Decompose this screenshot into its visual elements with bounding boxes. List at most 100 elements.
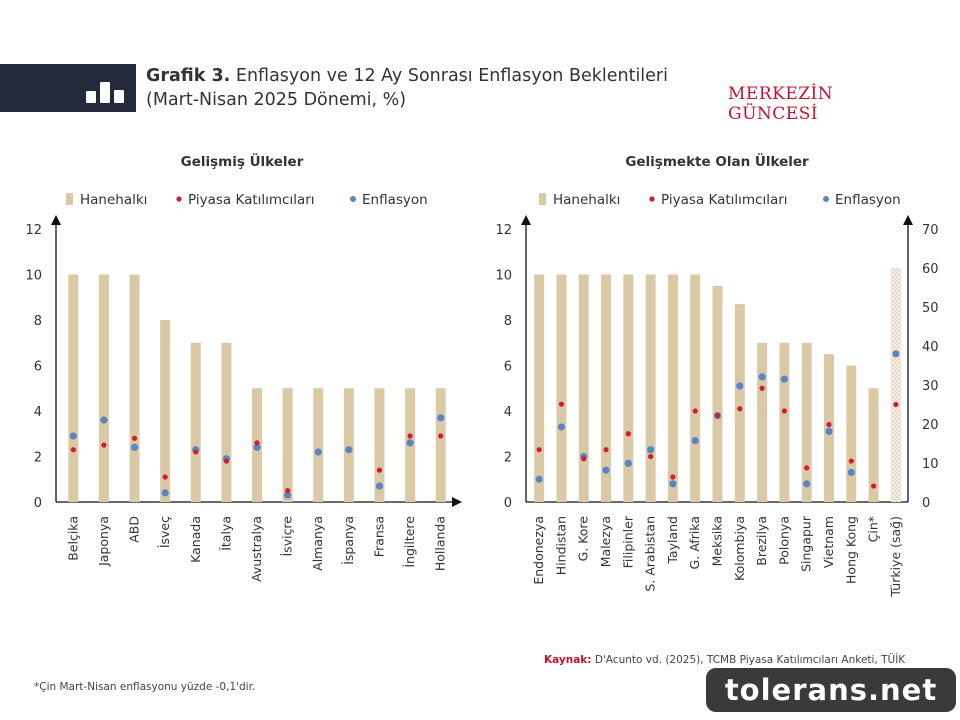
category-label: Endonezya bbox=[531, 516, 546, 585]
dot-inflation bbox=[130, 443, 139, 451]
category-label: G. Afrika bbox=[687, 516, 702, 569]
category-label: Hollanda bbox=[433, 516, 448, 571]
dot-inflation bbox=[691, 436, 699, 445]
bar-households bbox=[712, 285, 723, 502]
bar-households bbox=[68, 274, 79, 502]
y-axis-arrow bbox=[521, 215, 531, 225]
category-label: Belçika bbox=[65, 516, 80, 561]
dot-inflation bbox=[69, 432, 77, 440]
category-label: Tayland bbox=[665, 516, 680, 565]
category-label: Almanya bbox=[310, 516, 325, 571]
legend-market-label: Piyasa Katılımcıları bbox=[661, 192, 788, 208]
dot-market bbox=[625, 431, 631, 437]
dot-market bbox=[581, 456, 587, 462]
developed-countries-chart: Gelişmiş Ülkeler Hanehalkı Piyasa Katılımc… bbox=[25, 152, 462, 582]
dot-inflation bbox=[780, 375, 788, 383]
bar-households bbox=[667, 274, 678, 502]
dot-inflation bbox=[892, 350, 900, 358]
category-label: Türkiye (sağ) bbox=[888, 516, 903, 598]
source-label: Kaynak: bbox=[544, 654, 592, 666]
dot-market bbox=[193, 449, 199, 455]
dot-market bbox=[285, 488, 291, 494]
bar-households bbox=[534, 274, 545, 502]
dot-market bbox=[376, 467, 383, 473]
dot-inflation bbox=[557, 423, 566, 431]
legend-households-label: Hanehalkı bbox=[553, 192, 620, 208]
bar-households bbox=[757, 342, 768, 502]
y-tick-label: 2 bbox=[34, 451, 42, 466]
y-tick-label: 6 bbox=[34, 360, 42, 375]
y-right-tick-label: 0 bbox=[922, 496, 930, 511]
dot-inflation bbox=[253, 443, 261, 451]
chart-subtitle: Gelişmiş Ülkeler bbox=[181, 152, 304, 170]
category-label: Filipinler bbox=[620, 515, 635, 568]
y-tick-label: 10 bbox=[25, 269, 42, 284]
bar-households bbox=[779, 342, 790, 502]
bar-households bbox=[868, 388, 879, 502]
bar-households bbox=[313, 388, 324, 502]
y-tick-label: 0 bbox=[504, 496, 512, 511]
bar-households bbox=[343, 388, 354, 502]
dot-inflation bbox=[758, 373, 766, 381]
category-label: Brezilya bbox=[754, 516, 769, 566]
dot-market bbox=[759, 385, 765, 391]
dot-market bbox=[558, 401, 565, 407]
legend-inflation-dot bbox=[823, 196, 829, 202]
bar-households bbox=[645, 274, 656, 502]
y-right-tick-label: 60 bbox=[922, 262, 939, 277]
footnote: *Çin Mart-Nisan enflasyonu yüzde -0,1'di… bbox=[34, 681, 256, 693]
dot-market bbox=[131, 435, 138, 441]
dot-inflation bbox=[803, 480, 811, 488]
bar-households bbox=[374, 388, 385, 502]
category-label: G. Kore bbox=[576, 516, 591, 562]
header-band bbox=[0, 64, 136, 112]
bar-households bbox=[435, 388, 446, 502]
dot-inflation bbox=[375, 482, 384, 490]
category-label: İsveç bbox=[157, 516, 172, 548]
dot-market bbox=[407, 433, 413, 439]
dot-market bbox=[826, 422, 832, 428]
title-main: Enflasyon ve 12 Ay Sonrası Enflasyon Bek… bbox=[230, 66, 668, 86]
watermark: tolerans.net bbox=[706, 668, 956, 712]
y-tick-label: 8 bbox=[34, 314, 42, 329]
y-right-tick-label: 30 bbox=[922, 379, 939, 394]
dot-inflation bbox=[825, 427, 833, 436]
bar-households bbox=[221, 342, 232, 502]
dot-market bbox=[714, 412, 721, 419]
x-axis-arrow bbox=[452, 497, 462, 507]
y-tick-label: 6 bbox=[504, 360, 512, 375]
bar-households bbox=[578, 274, 589, 502]
bar-households bbox=[556, 274, 567, 502]
category-label: Meksika bbox=[710, 516, 725, 566]
bar-households bbox=[801, 342, 812, 502]
brand-logo: MERKEZİN GÜNCESİ bbox=[728, 84, 834, 124]
y-tick-label: 0 bbox=[34, 496, 42, 511]
dot-inflation bbox=[602, 466, 610, 474]
y-tick-label: 12 bbox=[495, 223, 512, 238]
source-text: D'Acunto vd. (2025), TCMB Piyasa Katılım… bbox=[591, 654, 906, 666]
y-tick-label: 10 bbox=[495, 269, 512, 284]
dot-market bbox=[670, 474, 676, 480]
bar-households bbox=[160, 320, 171, 502]
category-label: Singapur bbox=[799, 515, 814, 572]
emerging-countries-chart: Gelişmekte Olan Ülkeler Hanehalkı Piyasa K… bbox=[495, 152, 938, 598]
y-tick-label: 2 bbox=[504, 451, 512, 466]
y-axis-arrow bbox=[51, 215, 61, 225]
category-label: Fransa bbox=[371, 516, 386, 557]
dot-inflation bbox=[647, 446, 655, 454]
dot-market bbox=[223, 458, 229, 464]
category-label: Polonya bbox=[776, 516, 791, 565]
bar-households bbox=[282, 388, 293, 502]
dot-inflation bbox=[535, 475, 543, 483]
bar-households bbox=[846, 365, 857, 502]
dot-market bbox=[648, 453, 654, 460]
dot-inflation bbox=[161, 489, 169, 497]
y-right-tick-label: 50 bbox=[922, 301, 939, 316]
y-right-tick-label: 70 bbox=[922, 223, 939, 238]
dot-market bbox=[781, 408, 787, 414]
dot-market bbox=[254, 440, 260, 446]
dot-inflation bbox=[100, 416, 108, 424]
bar-households bbox=[890, 268, 901, 502]
title-line2: (Mart-Nisan 2025 Dönemi, %) bbox=[146, 90, 407, 110]
dot-market bbox=[162, 474, 168, 480]
